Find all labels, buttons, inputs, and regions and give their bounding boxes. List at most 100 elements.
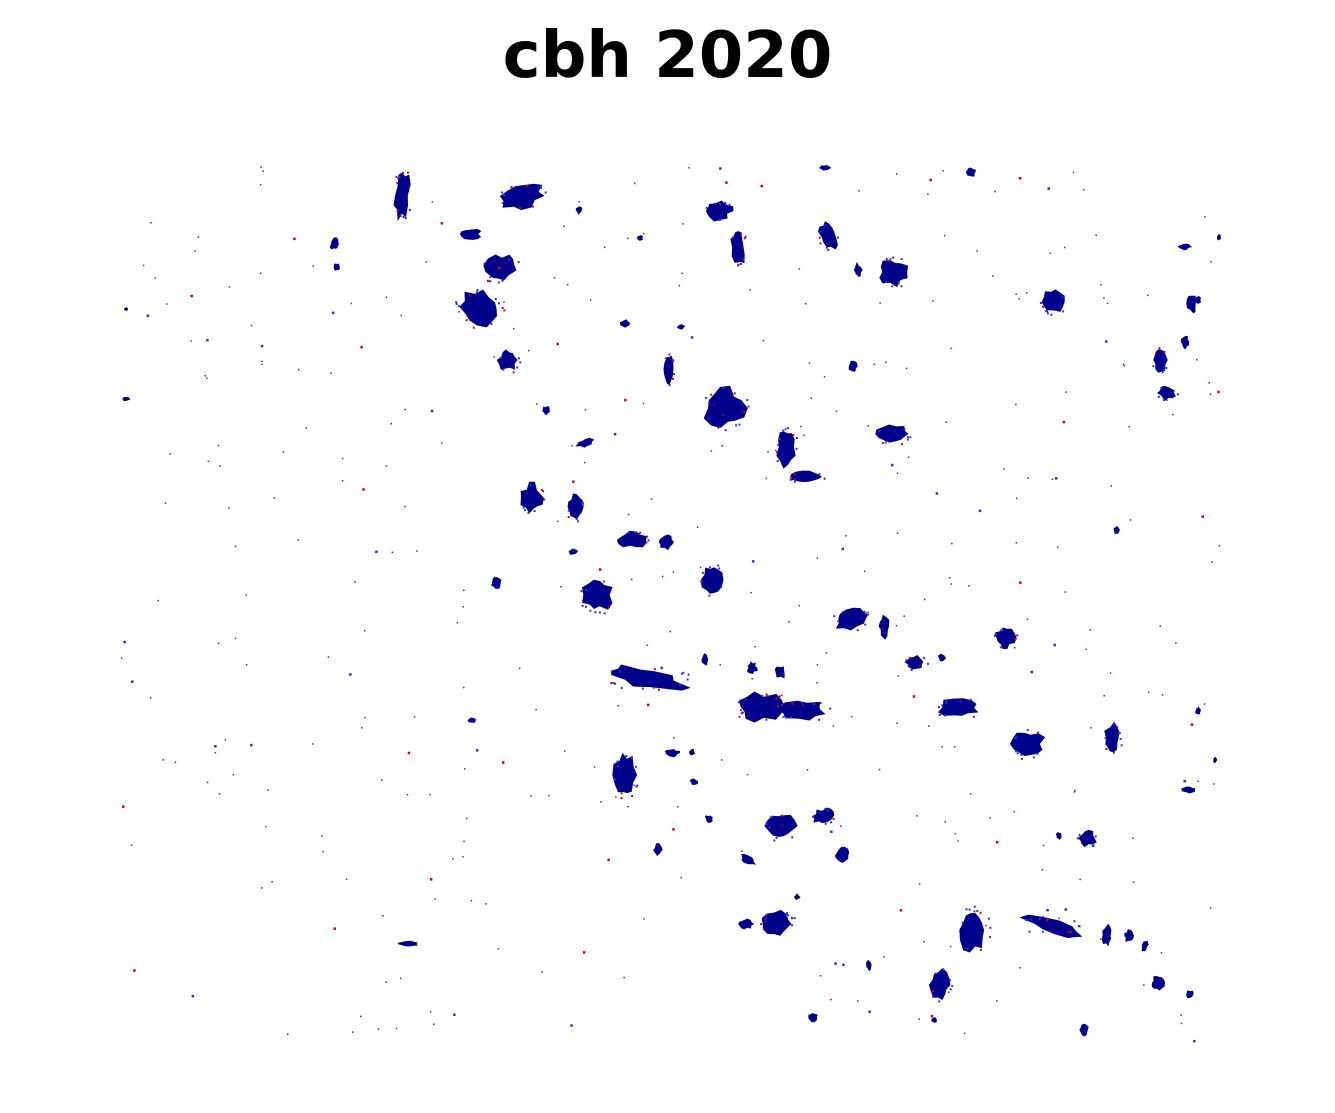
speckle-pixel	[407, 751, 411, 755]
speckle-pixel	[627, 806, 629, 808]
speckle-pixel	[572, 480, 575, 483]
edge-pixel	[926, 662, 929, 665]
water-patch	[730, 231, 745, 264]
edge-pixel	[1105, 748, 1108, 750]
speckle-pixel	[377, 1028, 380, 1030]
speckle-pixel	[896, 532, 899, 534]
speckle-pixel	[804, 303, 807, 305]
edge-pixel	[487, 280, 490, 283]
water-patch	[397, 940, 419, 947]
speckle-pixel	[885, 361, 887, 364]
speckle-pixel	[351, 1031, 354, 1033]
speckle-pixel	[224, 738, 226, 741]
speckle-pixel	[912, 695, 916, 698]
edge-pixel	[780, 814, 783, 817]
edge-pixel	[1104, 737, 1107, 740]
speckle-pixel	[623, 976, 625, 979]
edge-pixel	[1152, 365, 1155, 368]
edge-pixel	[652, 686, 655, 689]
edge-pixel	[645, 535, 648, 538]
speckle-pixel	[673, 737, 675, 739]
edge-pixel	[766, 694, 769, 697]
speckle-pixel	[806, 769, 809, 771]
edge-pixel	[1016, 634, 1019, 637]
speckle-pixel	[430, 409, 434, 413]
speckle-pixel	[385, 465, 388, 467]
edge-pixel	[999, 646, 1002, 649]
speckle-pixel	[1197, 780, 1199, 783]
speckle-pixel	[297, 539, 299, 541]
speckle-pixel	[895, 624, 898, 627]
speckle-pixel	[800, 425, 802, 428]
edge-pixel	[396, 182, 399, 184]
speckle-pixel	[963, 1032, 966, 1035]
speckle-pixel	[1147, 691, 1150, 694]
speckle-pixel	[1027, 477, 1029, 479]
speckle-pixel	[1026, 292, 1028, 294]
edge-pixel	[1045, 310, 1048, 312]
edge-pixel	[938, 706, 940, 709]
speckle-pixel	[1175, 642, 1177, 644]
speckle-pixel	[571, 444, 573, 447]
speckle-pixel	[954, 832, 957, 835]
edge-pixel	[1112, 751, 1115, 754]
speckle-pixel	[950, 347, 952, 350]
water-patch	[793, 893, 801, 900]
edge-pixel	[1032, 756, 1035, 759]
speckle-pixel	[1132, 837, 1134, 839]
speckle-pixel	[1106, 302, 1109, 305]
speckle-pixel	[867, 611, 869, 614]
speckle-pixel	[781, 694, 783, 696]
edge-pixel	[781, 704, 784, 707]
edge-pixel	[909, 436, 912, 439]
edge-pixel	[701, 571, 704, 574]
speckle-pixel	[1051, 478, 1054, 480]
speckle-pixel	[429, 878, 433, 881]
speckle-pixel	[1147, 294, 1149, 297]
edge-pixel	[498, 302, 500, 305]
speckle-pixel	[968, 585, 970, 587]
water-patch	[1113, 526, 1120, 534]
speckle-pixel	[453, 1013, 456, 1016]
water-patch	[1194, 296, 1202, 304]
speckle-pixel	[801, 704, 804, 706]
edge-pixel	[476, 289, 479, 292]
edge-pixel	[501, 279, 504, 282]
speckle-pixel	[206, 339, 209, 342]
speckle-pixel	[536, 403, 538, 405]
speckle-pixel	[518, 667, 521, 670]
speckle-pixel	[896, 722, 898, 724]
edge-pixel	[522, 506, 525, 509]
speckle-pixel	[1208, 382, 1210, 384]
edge-pixel	[740, 232, 743, 235]
edge-pixel	[827, 249, 830, 251]
edge-pixel	[610, 670, 613, 673]
edge-pixel	[543, 498, 546, 501]
water-patches	[121, 164, 1221, 1037]
speckle-pixel	[751, 678, 753, 680]
edge-pixel	[512, 371, 515, 374]
edge-pixel	[499, 357, 502, 359]
edge-pixel	[673, 373, 675, 376]
edge-pixel	[973, 905, 976, 908]
water-patch	[774, 666, 785, 679]
edge-pixel	[635, 765, 638, 768]
edge-pixel	[856, 629, 859, 632]
speckle-pixel	[404, 408, 406, 411]
speckle-pixel	[823, 376, 826, 378]
speckle-pixel	[788, 621, 790, 623]
speckle-pixel	[578, 200, 580, 203]
speckle-pixel	[930, 1014, 934, 1018]
speckle-pixel	[1122, 363, 1125, 365]
speckle-pixel	[535, 708, 537, 711]
edge-pixel	[707, 417, 710, 420]
speckle-pixel	[1128, 426, 1130, 428]
edge-pixel	[867, 613, 870, 616]
speckle-pixel	[1019, 967, 1021, 969]
water-patch	[1055, 831, 1062, 840]
speckle-pixel	[265, 825, 267, 828]
speckle-pixel	[842, 963, 845, 966]
edge-pixel	[841, 611, 844, 614]
water-patch	[575, 437, 595, 448]
edge-pixel	[603, 612, 606, 615]
